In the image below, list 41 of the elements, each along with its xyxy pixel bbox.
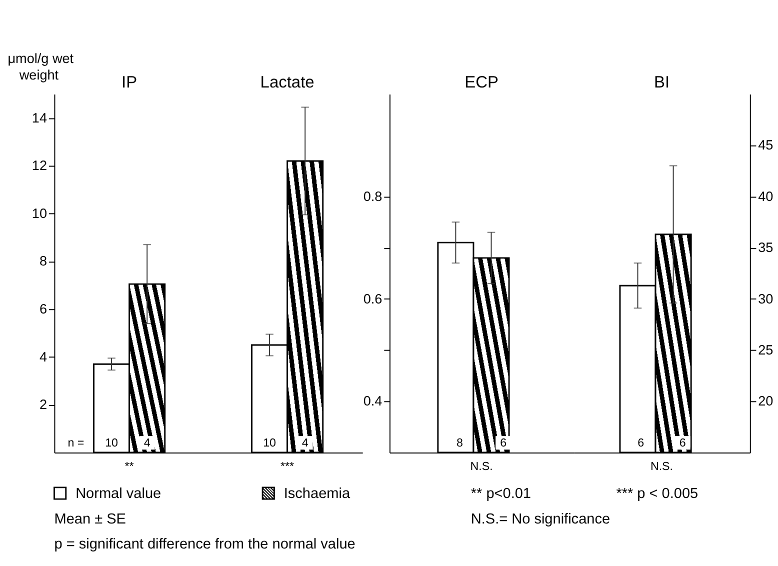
x-tick-label: IP <box>122 73 138 92</box>
y2-tick-label: 20 <box>758 394 774 409</box>
x-tick-label: Lactate <box>260 73 314 92</box>
legend-label: Ischaemia <box>284 486 351 502</box>
text: ** <box>124 460 134 473</box>
y-tick-label: 0.6 <box>363 291 382 306</box>
annotation: n = <box>68 436 84 450</box>
annotation: 6 <box>638 436 644 450</box>
y-tick-label: 0.4 <box>363 394 383 409</box>
y2-tick-label: 35 <box>758 240 774 256</box>
text: ** p<0.01 <box>470 486 532 502</box>
annotation: 10 <box>105 436 118 450</box>
annotation: 4 <box>144 436 151 450</box>
y-tick-label: 8 <box>39 254 47 269</box>
y-tick-label: 0.8 <box>363 188 382 204</box>
text: N.S. <box>650 460 674 473</box>
text: *** <box>280 460 295 473</box>
annotation: 8 <box>456 436 463 450</box>
y-tick-label: 2 <box>39 397 47 412</box>
y2-tick-label: 25 <box>758 342 774 358</box>
y-axis-title: μmol/g wet weight <box>8 51 74 83</box>
annotation: 4 <box>302 436 309 450</box>
x-tick-label: ECP <box>464 73 498 92</box>
annotation: 6 <box>679 436 686 450</box>
text: Mean ± SE <box>54 511 126 528</box>
text: N.S. <box>470 460 493 473</box>
text: *** p < 0.005 <box>616 486 698 502</box>
y-tick-label: 6 <box>39 302 47 317</box>
y2-tick-label: 45 <box>758 138 774 153</box>
x-tick-label: BI <box>654 73 670 92</box>
text: N.S.= No significance <box>470 511 610 528</box>
y-tick-label: 14 <box>32 110 48 126</box>
y2-tick-label: 30 <box>758 291 774 306</box>
annotation: 6 <box>500 436 507 450</box>
text: p = significant difference from the normal value <box>54 536 356 552</box>
y-tick-label: 12 <box>32 158 47 174</box>
legend-label: Normal value <box>76 486 162 502</box>
y-tick-label: 4 <box>39 349 48 364</box>
y2-tick-label: 40 <box>758 188 774 204</box>
annotation: 10 <box>263 436 276 450</box>
y-tick-label: 10 <box>32 206 47 221</box>
